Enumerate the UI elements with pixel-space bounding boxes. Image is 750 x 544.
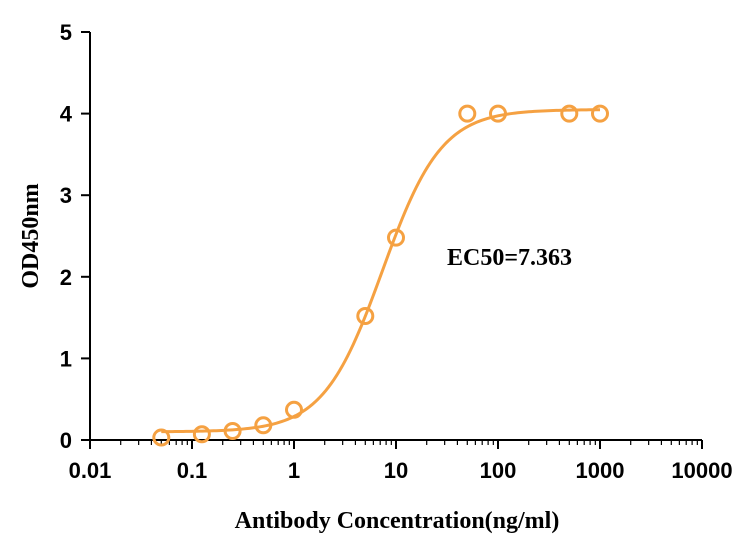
y-tick-label: 3 xyxy=(60,183,72,208)
x-tick-label: 0.1 xyxy=(177,458,208,483)
data-point xyxy=(560,104,579,123)
y-tick-label: 2 xyxy=(60,265,72,290)
x-tick-label: 1000 xyxy=(576,458,625,483)
fit-curve xyxy=(161,108,601,434)
x-tick-label: 0.01 xyxy=(69,458,112,483)
x-tick-label: 10000 xyxy=(671,458,732,483)
data-point xyxy=(458,104,477,123)
x-axis-label: Antibody Concentration(ng/ml) xyxy=(235,508,560,534)
data-point xyxy=(591,104,609,123)
y-axis-label: OD450nm xyxy=(18,183,44,288)
data-point xyxy=(387,228,405,247)
axes: 0.01 0.1 1 10 100 1000 10000 0 1 2 3 4 5 xyxy=(60,20,733,483)
x-tick-label: 100 xyxy=(480,458,517,483)
data-point xyxy=(223,422,242,441)
data-points xyxy=(152,104,609,447)
data-point xyxy=(285,400,303,419)
x-tick-label: 1 xyxy=(288,458,300,483)
ec50-annotation: EC50=7.363 xyxy=(447,245,572,271)
y-tick-label: 5 xyxy=(60,20,72,45)
fit-curve-layer xyxy=(161,108,601,434)
data-point xyxy=(192,425,211,444)
y-tick-label: 0 xyxy=(60,428,72,453)
data-point xyxy=(356,306,375,325)
data-point xyxy=(489,104,507,123)
y-tick-label: 4 xyxy=(60,102,73,127)
y-tick-label: 1 xyxy=(60,346,72,371)
data-point xyxy=(254,416,273,435)
x-tick-label: 10 xyxy=(384,458,408,483)
data-point xyxy=(152,428,171,447)
